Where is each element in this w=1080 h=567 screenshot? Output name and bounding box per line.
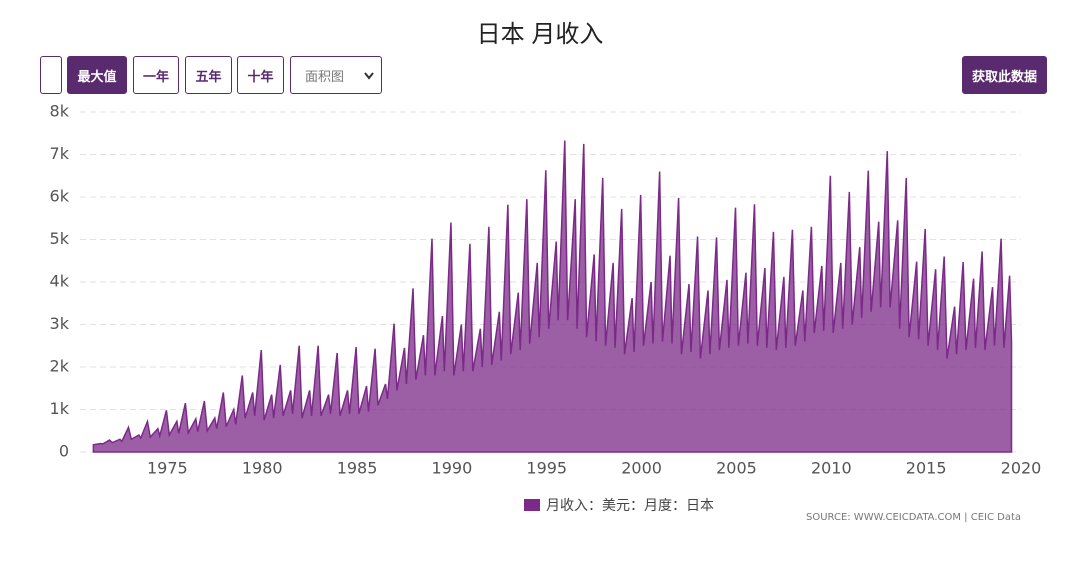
y-tick-label: 2k [50, 357, 70, 376]
legend-swatch [524, 499, 540, 511]
select-arrow [364, 72, 374, 80]
x-tick-label: 1980 [242, 459, 283, 478]
range-button[interactable]: 最大值 [67, 56, 127, 94]
legend-label: 月收入：美元：月度：日本 [546, 498, 714, 514]
y-tick-label: 8k [50, 102, 70, 121]
chart-title: 日本 月收入 [476, 21, 604, 48]
y-tick-label: 5k [50, 229, 70, 248]
x-tick-label: 2000 [621, 459, 662, 478]
x-tick-label: 2015 [906, 459, 947, 478]
range-button[interactable]: 五年 [185, 56, 232, 94]
blank-button[interactable] [40, 56, 62, 94]
x-tick-label: 1975 [147, 459, 188, 478]
x-tick-label: 1995 [526, 459, 567, 478]
download-button[interactable]: 获取此数据 [962, 56, 1047, 94]
x-tick-label: 2020 [1001, 459, 1042, 478]
source: SOURCE: WWW.CEICDATA.COM | CEIC Data [806, 512, 1021, 523]
chart-type-select[interactable]: 面积图 [290, 56, 382, 94]
x-tick-label: 1990 [432, 459, 473, 478]
y-tick-label: 4k [50, 272, 70, 291]
range-button[interactable]: 十年 [237, 56, 284, 94]
x-tick-label: 2005 [716, 459, 757, 478]
y-tick-label: 7k [50, 144, 70, 163]
x-tick-label: 1985 [337, 459, 378, 478]
x-tick-label: 2010 [811, 459, 852, 478]
area [92, 140, 1013, 453]
range-button[interactable]: 一年 [133, 56, 179, 94]
y-tick-label: 6k [50, 187, 70, 206]
y-tick-label: 1k [50, 399, 70, 418]
select-text: 面积图 [305, 68, 345, 84]
y-tick-label: 0 [59, 442, 69, 461]
y-tick-label: 3k [50, 314, 70, 333]
